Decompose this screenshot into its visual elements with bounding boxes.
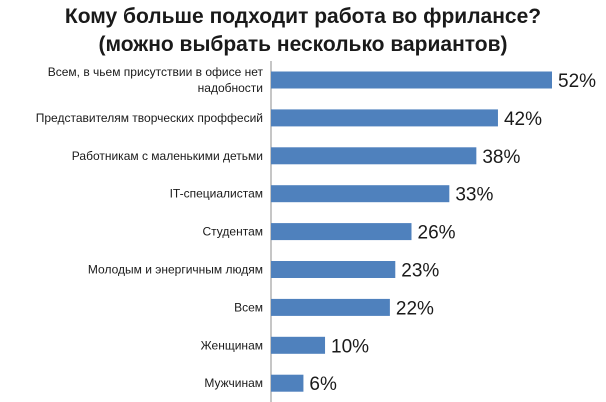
bar <box>271 374 304 392</box>
data-label: 33% <box>455 185 493 206</box>
category-label: IT-специалистам <box>170 187 263 201</box>
category-label: Студентам <box>203 225 264 239</box>
data-label: 6% <box>309 374 337 395</box>
data-label: 22% <box>396 298 434 319</box>
bar <box>271 223 412 241</box>
data-label: 26% <box>418 223 456 244</box>
category-label: Всем <box>234 300 263 314</box>
bar <box>271 109 498 127</box>
category-label: Мужчинам <box>204 376 263 390</box>
data-label: 42% <box>504 109 542 130</box>
category-label: надобности <box>198 81 263 95</box>
bar <box>271 336 326 354</box>
bar <box>271 298 390 316</box>
chart-subtitle: (можно выбрать несколько вариантов) <box>98 33 508 56</box>
bars-group: Всем, в чьем присутствии в офисе нет надо… <box>36 65 596 395</box>
data-label: 38% <box>482 147 520 168</box>
category-label: Представителям творческих проффесий <box>36 111 263 125</box>
data-label: 10% <box>331 336 369 357</box>
bar <box>271 147 477 165</box>
category-label: Женщинам <box>201 338 263 352</box>
data-label: 23% <box>401 261 439 282</box>
category-label: Работникам с маленькими детьми <box>72 149 263 163</box>
category-label: Молодым и энергичным людям <box>88 263 263 277</box>
bar <box>271 71 552 89</box>
chart-title: Кому больше подходит работа во фриланce? <box>64 5 542 28</box>
bar <box>271 185 450 203</box>
data-label: 52% <box>558 71 596 92</box>
bar <box>271 261 396 278</box>
category-label: Всем, в чьем присутствии в офисе нет <box>48 65 264 79</box>
